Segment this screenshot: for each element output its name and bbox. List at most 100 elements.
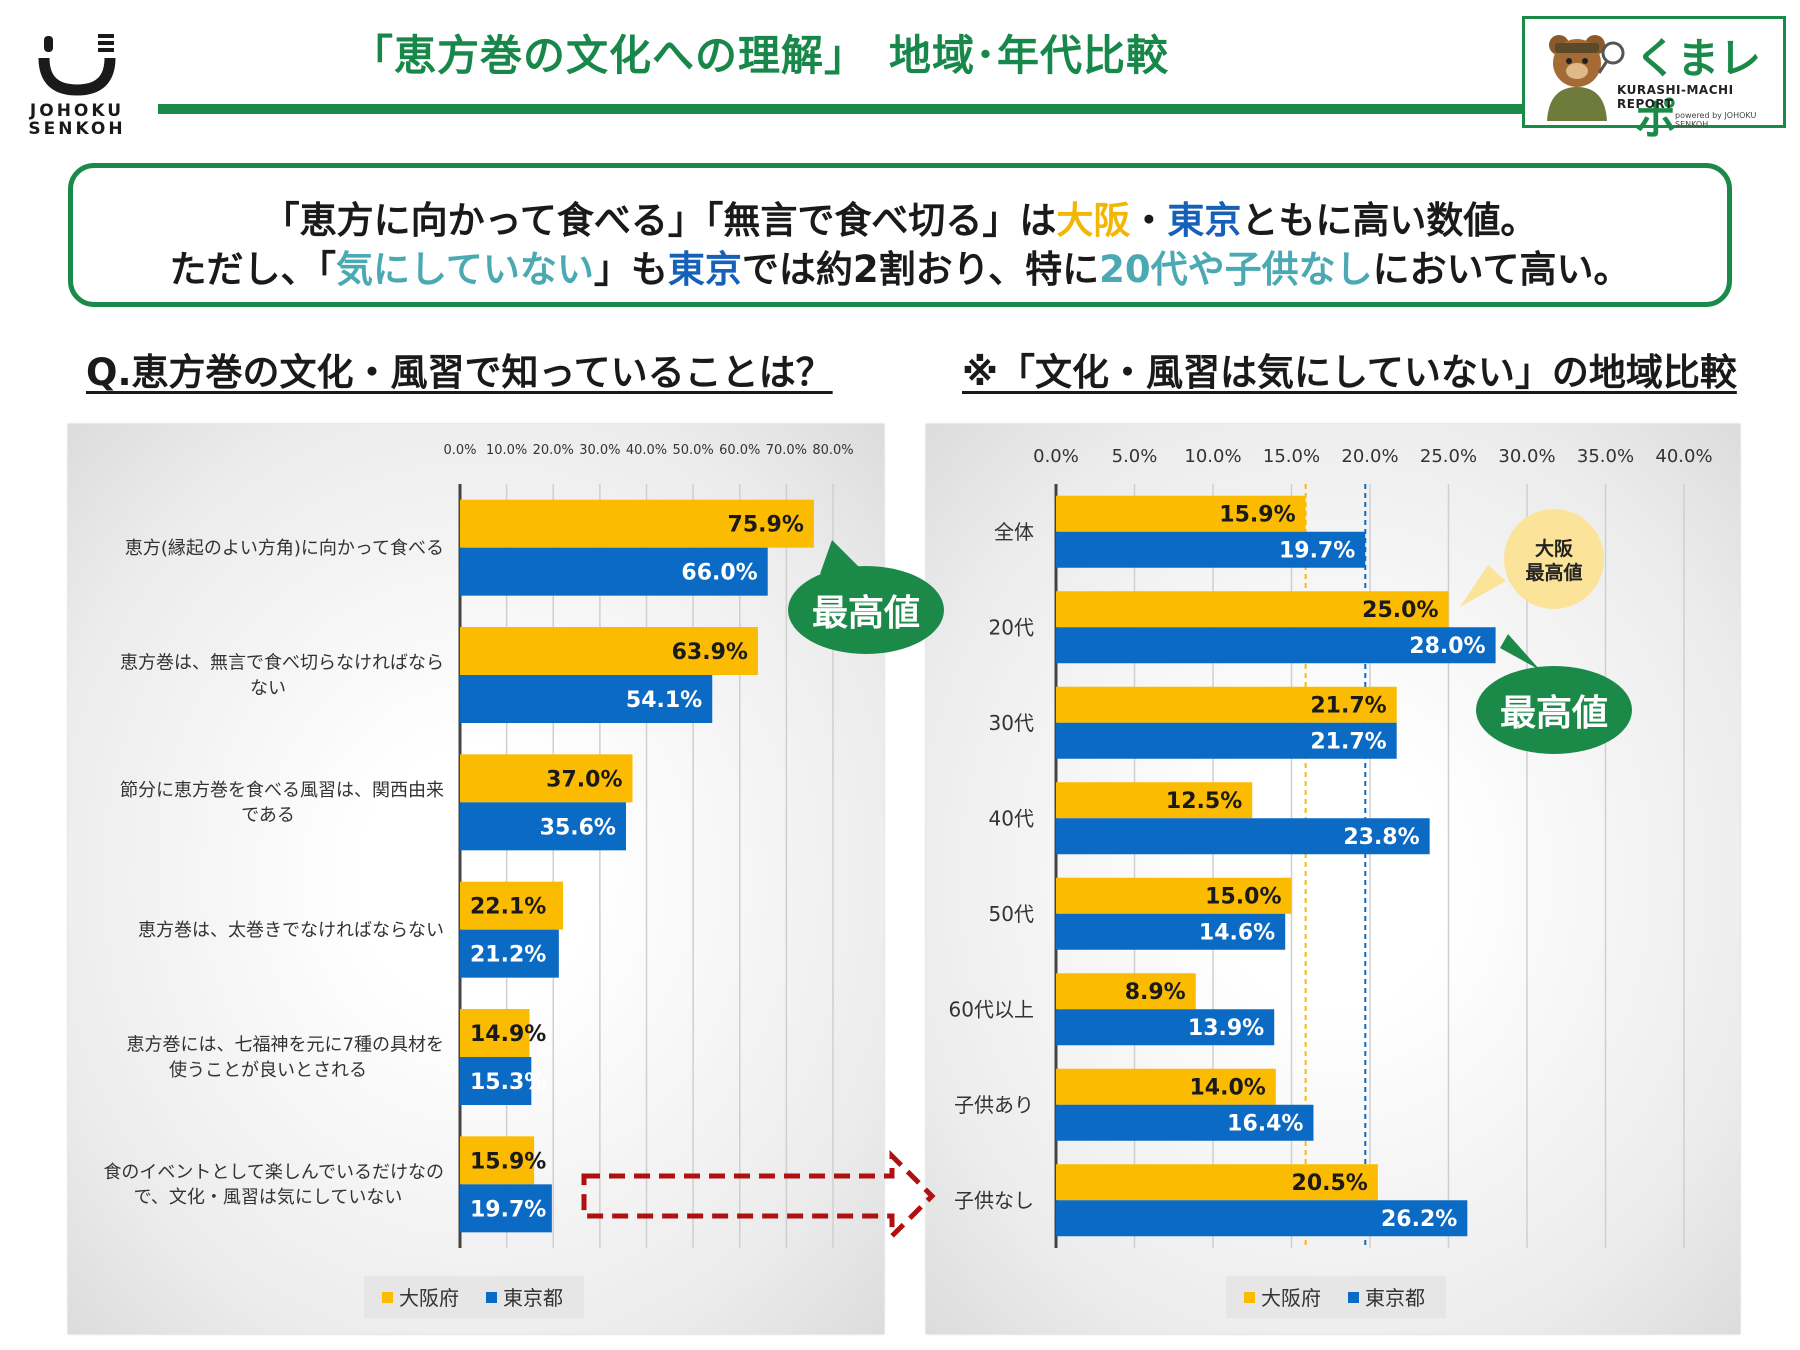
- x-tick-label: 5.0%: [1112, 446, 1158, 467]
- x-tick-label: 0.0%: [443, 443, 476, 458]
- logo-text-line2: SENKOH: [28, 119, 126, 139]
- data-label: 8.9%: [1125, 980, 1186, 1005]
- summary-tokyo: 東京: [1167, 199, 1242, 242]
- x-tick-label: 20.0%: [533, 443, 574, 458]
- data-label: 37.0%: [546, 767, 622, 792]
- bar-tokyo: [1056, 913, 1286, 950]
- dashed-transfer-arrow-icon: [581, 1149, 936, 1240]
- data-label: 13.9%: [1188, 1016, 1264, 1041]
- x-tick-label: 70.0%: [766, 443, 807, 458]
- x-tick-label: 35.0%: [1577, 446, 1634, 467]
- category-label: 40代: [989, 806, 1034, 830]
- data-label: 14.9%: [470, 1022, 546, 1047]
- data-label: 28.0%: [1409, 634, 1485, 659]
- category-label: 節分に恵方巻を食べる風習は、関西由来: [120, 780, 444, 801]
- category-label: 子供あり: [954, 1093, 1034, 1117]
- data-label: 14.6%: [1199, 921, 1275, 946]
- x-tick-label: 20.0%: [1341, 446, 1398, 467]
- right-chart-panel: 0.0% 5.0% 10.0% 15.0% 20.0% 25.0% 30.0% 35.0% 40…: [926, 424, 1740, 1334]
- x-tick-label: 25.0%: [1420, 446, 1477, 467]
- bar-tokyo: [1056, 1104, 1314, 1141]
- x-tick-label: 15.0%: [1263, 446, 1320, 467]
- left-chart-panel: 0.0% 10.0% 20.0% 30.0% 40.0% 50.0% 60.0% 70.0% 8…: [68, 424, 884, 1334]
- bar-osaka: [1056, 1068, 1276, 1105]
- data-label: 14.0%: [1189, 1076, 1265, 1101]
- category-label: 恵方(縁起のよい方角)に向かって食べる: [125, 538, 444, 559]
- category-label: 恵方巻は、無言で食べ切らなければなら: [120, 653, 444, 674]
- bear-detective-icon: [1547, 35, 1625, 121]
- data-label: 15.3%: [470, 1070, 546, 1095]
- badge-powered-by: powered by JOHOKU SENKOH: [1675, 111, 1757, 129]
- data-label: 12.5%: [1166, 789, 1242, 814]
- legend-label: 東京都: [1365, 1286, 1425, 1310]
- left-section-title: Q.恵方巻の文化・風習で知っていることは？: [86, 351, 833, 394]
- bar-tokyo: [460, 1184, 552, 1233]
- osaka-peak-label-1: 大阪: [1535, 537, 1574, 560]
- category-label: 全体: [994, 520, 1034, 544]
- x-tick-label: 30.0%: [579, 443, 620, 458]
- data-label: 66.0%: [681, 561, 757, 586]
- legend-swatch: [382, 1292, 393, 1303]
- category-label: である: [241, 805, 295, 826]
- x-tick-label: 40.0%: [1655, 446, 1712, 467]
- data-label: 21.7%: [1310, 730, 1386, 755]
- legend-swatch: [1244, 1292, 1255, 1303]
- bar-osaka: [460, 881, 564, 930]
- x-tick-label: 10.0%: [486, 443, 527, 458]
- right-bar-chart: 0.0% 5.0% 10.0% 15.0% 20.0% 25.0% 30.0% 35.0% 40…: [949, 446, 1713, 1318]
- right-peak-callout: 最高値: [1476, 634, 1632, 754]
- legend-box: [364, 1276, 584, 1318]
- bar-tokyo: [1056, 1200, 1468, 1237]
- category-label: 恵方巻には、七福神を元に7種の具材を: [127, 1035, 444, 1056]
- x-tick-label: 60.0%: [719, 443, 760, 458]
- title-divider: [158, 104, 1530, 114]
- bar-tokyo: [460, 929, 559, 978]
- badge-subtitle: KURASHI-MACHI REPORT: [1617, 83, 1734, 111]
- data-label: 22.1%: [470, 895, 546, 920]
- logo-text-line1: JOHOKU: [29, 101, 125, 121]
- data-label: 15.0%: [1205, 885, 1281, 910]
- x-tick-label: 80.0%: [812, 443, 853, 458]
- category-label: 50代: [989, 902, 1034, 926]
- osaka-peak-label-2: 最高値: [1525, 561, 1582, 584]
- legend-box: [1226, 1276, 1446, 1318]
- data-label: 21.7%: [1310, 694, 1386, 719]
- bar-osaka: [1056, 495, 1306, 532]
- bar-tokyo: [1056, 1009, 1275, 1046]
- data-label: 35.6%: [540, 815, 616, 840]
- data-label: 19.7%: [470, 1197, 546, 1222]
- bar-osaka: [1056, 877, 1292, 914]
- legend-swatch: [486, 1292, 497, 1303]
- osaka-peak-callout: 大阪 最高値: [1460, 509, 1604, 609]
- kuma-report-badge: くまレポ KURASHI-MACHI REPORT powered by JOH…: [1522, 16, 1786, 144]
- company-logo: JOHOKU SENKOH: [22, 28, 132, 140]
- data-label: 26.2%: [1381, 1207, 1457, 1232]
- left-peak-callout: 最高値: [788, 540, 944, 654]
- bar-osaka: [460, 1136, 535, 1185]
- category-label: 食のイベントとして楽しんでいるだけなの: [103, 1162, 444, 1183]
- bar-tokyo: [460, 1057, 532, 1105]
- data-label: 15.9%: [1219, 503, 1295, 528]
- data-label: 63.9%: [672, 640, 748, 665]
- bar-osaka: [1056, 686, 1397, 723]
- category-label: で、文化・風習は気にしていない: [134, 1187, 403, 1208]
- legend-label: 東京都: [503, 1286, 563, 1310]
- data-label: 54.1%: [626, 688, 702, 713]
- data-label: 25.0%: [1362, 598, 1438, 623]
- data-label: 19.7%: [1279, 539, 1355, 564]
- data-label: 15.9%: [470, 1149, 546, 1174]
- summary-line1: 「恵方に向かって食べる」「無言で食べ切る」は大阪・東京ともに高い数値。: [262, 199, 1538, 242]
- data-label: 75.9%: [728, 513, 804, 538]
- bar-tokyo: [1056, 722, 1397, 759]
- badge-brand: くまレポ: [1635, 34, 1762, 144]
- bar-tokyo: [1056, 531, 1366, 568]
- right-section-title: ※「文化・風習は気にしていない」の地域比較: [962, 351, 1737, 394]
- bar-osaka: [1056, 782, 1253, 819]
- left-peak-label: 最高値: [812, 593, 920, 634]
- page-title: 「恵方巻の文化への理解」 地域･年代比較: [350, 31, 1169, 80]
- legend-label: 大阪府: [399, 1286, 459, 1310]
- category-label: 使うことが良いとされる: [169, 1060, 367, 1081]
- bar-tokyo: [460, 547, 768, 596]
- category-label: 30代: [989, 711, 1034, 735]
- x-tick-label: 50.0%: [672, 443, 713, 458]
